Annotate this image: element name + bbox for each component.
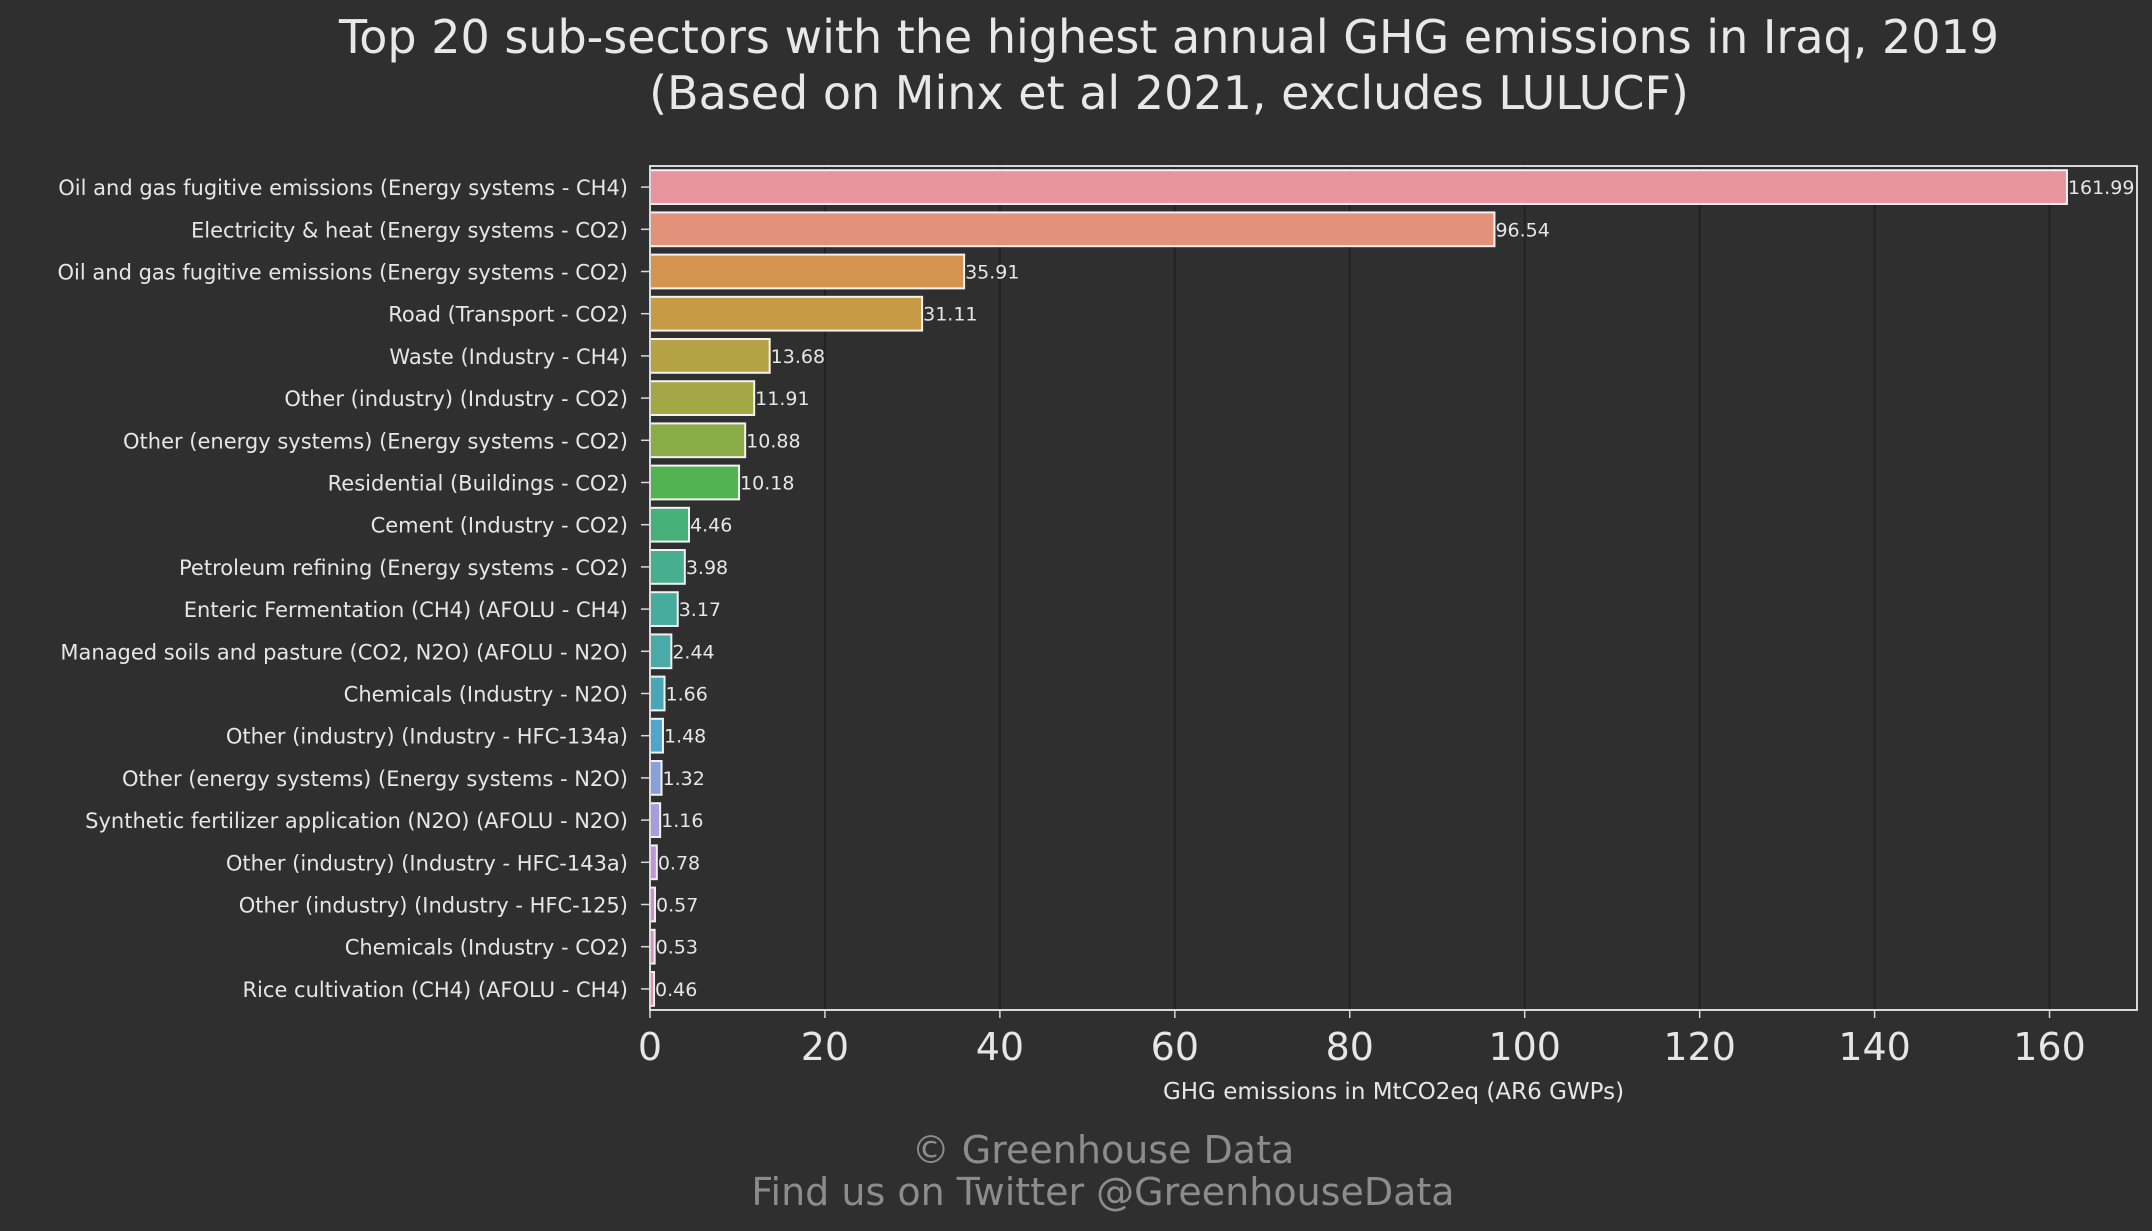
y-tick-label: Managed soils and pasture (CO2, N2O) (AF… [60,640,628,664]
plot-frame [649,165,2138,1011]
bar [649,717,664,754]
data-label: 31.11 [923,304,977,326]
x-tick-label: 20 [801,1025,849,1069]
bar [649,844,658,881]
footer-copyright: © Greenhouse Data [911,1128,1295,1172]
chart-subtitle: (Based on Minx et al 2021, excludes LULU… [649,66,1689,120]
bar [649,211,1496,248]
y-tick-label: Other (industry) (Industry - HFC-125) [239,894,628,918]
y-tick-label: Chemicals (Industry - N2O) [344,683,628,707]
data-label: 11.91 [755,388,809,410]
bar [649,295,924,332]
footer-twitter: Find us on Twitter @GreenhouseData [751,1170,1455,1214]
y-tick-label: Oil and gas fugitive emissions (Energy s… [58,261,628,285]
data-label: 3.17 [679,599,721,621]
x-tick-label: 80 [1326,1025,1374,1069]
y-tick-label: Other (energy systems) (Energy systems -… [122,767,628,791]
bar [649,549,686,585]
data-label: 1.48 [664,726,706,748]
data-label: 96.54 [1495,219,1549,241]
data-label: 35.91 [965,262,1019,284]
y-tick-label: Road (Transport - CO2) [388,303,628,327]
x-tick-label: 40 [976,1025,1024,1069]
y-tick-label: Other (industry) (Industry - HFC-143a) [226,851,628,875]
data-label: 1.32 [663,768,705,790]
x-tick-label: 120 [1663,1025,1736,1069]
y-tick-label: Other (industry) (Industry - HFC-134a) [226,725,628,749]
bar [649,380,756,416]
bar [649,591,679,627]
bar [649,802,662,838]
data-label: 1.66 [666,684,708,706]
y-tick-label: Rice cultivation (CH4) (AFOLU - CH4) [242,978,628,1002]
bar [649,169,2068,205]
y-tick-label: Chemicals (Industry - CO2) [345,936,628,960]
data-label: 161.99 [2068,177,2134,199]
x-tick-label: 140 [1838,1025,1911,1069]
data-label: 1.16 [661,810,703,832]
bar [649,760,663,796]
x-tick-label: 100 [1488,1025,1561,1069]
data-label: 4.46 [690,515,732,537]
y-tick-label: Petroleum refining (Energy systems - CO2… [179,556,628,580]
x-axis-label: GHG emissions in MtCO2eq (AR6 GWPs) [1163,1079,1624,1105]
bar [649,633,673,670]
y-tick-label: Synthetic fertilizer application (N2O) (… [85,809,628,833]
bar [649,675,666,712]
data-label: 0.53 [656,937,698,959]
y-tick-label: Residential (Buildings - CO2) [328,472,628,496]
y-tick-label: Oil and gas fugitive emissions (Energy s… [58,176,628,200]
data-label: 10.18 [740,473,794,495]
y-tick-label: Electricity & heat (Energy systems - CO2… [191,218,628,242]
y-tick-label: Enteric Fermentation (CH4) (AFOLU - CH4) [184,598,628,622]
x-tick-label: 0 [638,1025,662,1069]
bar [649,422,747,459]
y-tick-label: Waste (Industry - CH4) [389,345,628,369]
y-tick-label: Other (energy systems) (Energy systems -… [123,429,628,453]
y-tick-label: Other (industry) (Industry - CO2) [284,387,628,411]
bar [649,338,771,374]
bar [649,253,966,290]
chart-title: Top 20 sub-sectors with the highest annu… [338,10,2000,64]
data-label: 0.78 [658,852,700,874]
x-tick-label: 160 [2013,1025,2086,1069]
data-label: 0.57 [656,895,698,917]
data-label: 2.44 [672,641,714,663]
x-tick-label: 60 [1151,1025,1199,1069]
data-label: 10.88 [746,430,800,452]
y-tick-label: Cement (Industry - CO2) [371,514,628,538]
bar [649,506,691,543]
data-label: 13.68 [771,346,825,368]
bar [649,464,741,501]
data-label: 3.98 [686,557,728,579]
data-label: 0.46 [655,979,697,1001]
